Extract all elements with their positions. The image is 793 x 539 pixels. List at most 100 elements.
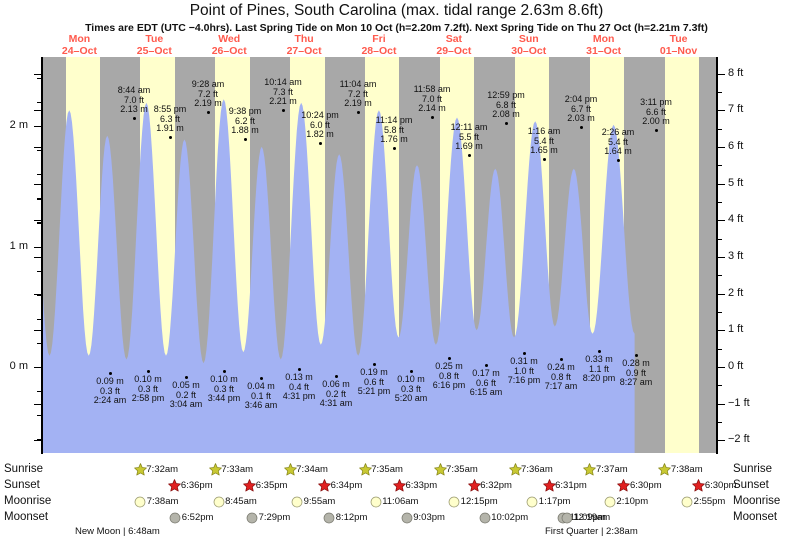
- low-tide-marker-8: [409, 369, 413, 373]
- day-of-week: Sat: [445, 33, 463, 45]
- right-tick-minor-2: [718, 165, 722, 167]
- low-tide-line-0: 0.17 m: [472, 368, 500, 378]
- low-tide-line-1: 0.3 ft: [137, 383, 158, 394]
- moonset-circle-icon: [561, 511, 574, 524]
- day-header-0: Mon 24–Oct: [22, 33, 137, 57]
- low-tide-label-5: 0.13 m 0.4 ft 4:31 pm: [269, 372, 329, 402]
- high-tide-line-1: 5.4 ft: [533, 135, 554, 146]
- low-tide-label-10: 0.17 m 0.6 ft 6:15 am: [456, 368, 516, 398]
- row-label-moonrise: Moonrise: [4, 495, 52, 507]
- sunrise-time-5: 7:36am: [521, 464, 553, 475]
- high-tide-line-1: 7.2 ft: [197, 88, 218, 99]
- low-tide-line-0: 0.25 m: [435, 361, 463, 371]
- right-tick-minor-7: [718, 348, 722, 350]
- low-tide-line-1: 0.1 ft: [250, 390, 271, 401]
- left-tick-minor: [37, 246, 41, 248]
- moon-phase-0: New Moon | 6:48am: [75, 526, 160, 537]
- low-tide-label-12: 0.24 m 0.8 ft 7:17 am: [531, 362, 591, 392]
- sunset-time-4: 6:32pm: [480, 480, 512, 491]
- right-tick-major-2: [34, 146, 41, 149]
- low-tide-label-14: 0.28 m 0.9 ft 8:27 am: [606, 358, 666, 388]
- high-tide-line-0: 9:38 pm: [228, 106, 262, 116]
- day-date: 25–Oct: [136, 44, 172, 57]
- low-tide-line-2: 5:20 am: [394, 393, 428, 404]
- low-tide-marker-0: [108, 371, 112, 375]
- sunset-time-1: 6:35pm: [255, 480, 288, 491]
- row-label-right-moonset: Moonset: [733, 511, 778, 523]
- high-tide-label-9: 12:11 am 5.5 ft 1.69 m: [439, 122, 499, 152]
- high-tide-line-1: 5.8 ft: [383, 124, 404, 135]
- sunset-time-7: 6:30pm: [704, 480, 737, 491]
- left-tick-minor: [37, 102, 41, 104]
- right-tick-minor-1: [718, 128, 722, 130]
- high-tide-label-4: 10:14 am 7.3 ft 2.21 m: [253, 77, 313, 107]
- high-tide-line-0: 11:58 am: [413, 84, 451, 94]
- high-tide-line-0: 9:28 am: [191, 79, 225, 89]
- moonset-time-5: 11:09pm: [569, 512, 606, 523]
- moonset-time-1: 7:29pm: [258, 512, 291, 523]
- right-tickmark-2: [718, 146, 725, 149]
- low-tide-line-2: 7:17 am: [544, 381, 578, 392]
- high-tide-label-1: 8:55 pm 6.3 ft 1.91 m: [140, 104, 200, 134]
- low-tide-line-1: 0.3 ft: [99, 385, 120, 396]
- y-axis-right: [716, 57, 718, 454]
- low-tide-line-1: 0.8 ft: [550, 371, 571, 382]
- sunrise-time-3: 7:35am: [371, 464, 403, 475]
- low-tide-label-4: 0.04 m 0.1 ft 3:46 am: [231, 381, 291, 411]
- sunset-star-icon: [243, 479, 257, 492]
- right-tickmark-8: [718, 366, 725, 369]
- right-tick-major-5: [34, 256, 41, 259]
- right-axis-label-5: 3 ft: [728, 249, 744, 262]
- right-tickmark-9: [718, 403, 725, 405]
- low-tide-line-0: 0.06 m: [322, 379, 350, 389]
- daylight-band-8: [664, 57, 699, 453]
- moonrise-circle-icon: [681, 495, 694, 508]
- high-tide-line-2: 2.19 m: [194, 98, 222, 109]
- right-axis-label-0: 8 ft: [728, 66, 744, 79]
- low-tide-marker-13: [597, 349, 601, 353]
- high-tide-line-0: 1:16 am: [527, 126, 561, 136]
- y-axis-left: [41, 57, 43, 454]
- high-tide-line-0: 2:26 am: [601, 127, 635, 137]
- high-tide-line-0: 10:14 am: [264, 77, 302, 87]
- low-tide-line-2: 3:46 am: [244, 400, 278, 411]
- high-tide-marker-5: [318, 141, 322, 145]
- day-header-8: Tue 01–Nov: [621, 33, 736, 57]
- high-tide-label-7: 11:14 pm 5.8 ft 1.76 m: [364, 115, 424, 145]
- low-tide-line-1: 0.3 ft: [213, 383, 234, 394]
- day-of-week: Tue: [145, 33, 164, 45]
- left-tick-minor: [37, 150, 41, 152]
- high-tide-marker-0: [132, 116, 136, 120]
- high-tide-marker-1: [168, 135, 172, 139]
- moonrise-time-1: 8:45am: [225, 496, 257, 507]
- high-tide-label-6: 11:04 am 7.2 ft 2.19 m: [328, 79, 388, 109]
- day-of-week: Mon: [592, 33, 615, 45]
- high-tide-label-3: 9:38 pm 6.2 ft 1.88 m: [215, 106, 275, 136]
- right-tickmark-1: [718, 110, 725, 112]
- moonset-time-3: 9:03pm: [413, 512, 445, 523]
- moonrise-circle-icon: [134, 495, 147, 508]
- high-tide-label-14: 3:11 pm 6.6 ft 2.00 m: [626, 97, 686, 127]
- high-tide-label-10: 12:59 pm 6.8 ft 2.08 m: [476, 90, 536, 120]
- low-tide-line-0: 0.10 m: [134, 374, 162, 384]
- low-tide-line-2: 2:24 am: [93, 395, 127, 406]
- low-tide-line-1: 0.2 ft: [175, 389, 196, 400]
- high-tide-marker-13: [616, 158, 620, 162]
- sunrise-star-icon: [433, 463, 447, 476]
- right-axis-label-1: 7 ft: [728, 103, 744, 116]
- low-tide-label-3: 0.10 m 0.3 ft 3:44 pm: [194, 374, 254, 404]
- sunset-time-6: 6:30pm: [629, 480, 662, 491]
- left-tick-minor: [37, 414, 41, 417]
- high-tide-marker-12: [579, 125, 583, 129]
- low-tide-line-2: 6:16 pm: [432, 380, 466, 391]
- right-tickmark-10: [718, 440, 725, 442]
- low-tide-line-2: 3:04 am: [169, 399, 203, 410]
- right-tick-minor-9: [718, 421, 722, 424]
- high-tide-label-13: 2:26 am 5.4 ft 1.64 m: [588, 127, 648, 157]
- right-tick-minor-4: [718, 238, 722, 240]
- right-tick-minor-0: [718, 91, 722, 94]
- low-tide-line-1: 0.6 ft: [363, 376, 384, 387]
- high-tide-line-2: 2.19 m: [344, 98, 372, 109]
- sunset-star-icon: [467, 479, 481, 492]
- right-tick-minor-8: [718, 385, 722, 387]
